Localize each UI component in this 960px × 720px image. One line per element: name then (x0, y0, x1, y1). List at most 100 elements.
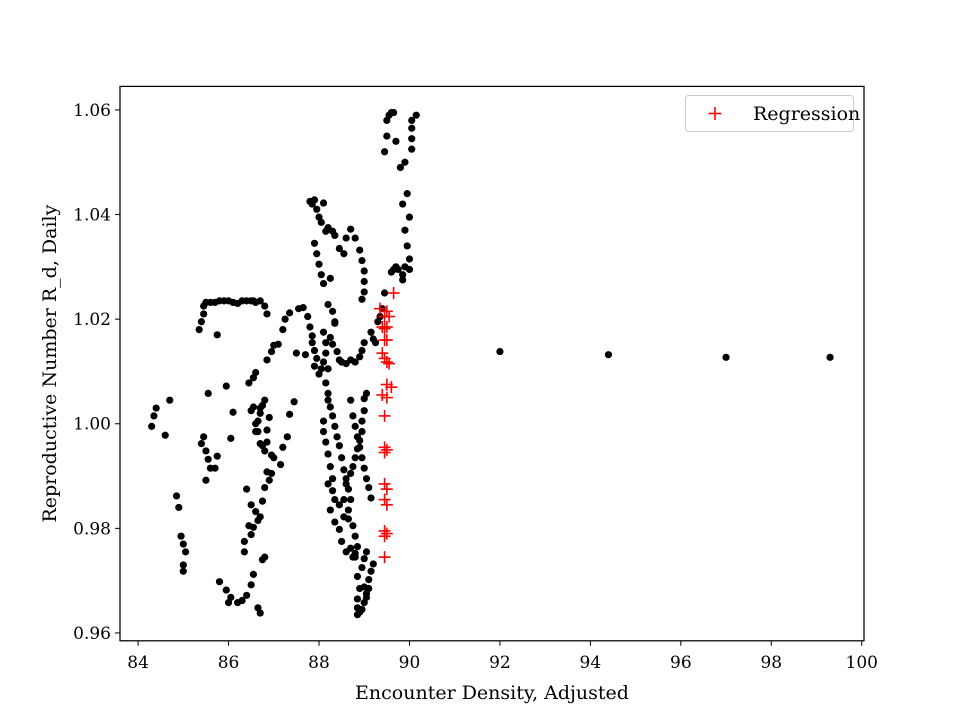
data-point (365, 576, 373, 584)
data-point (335, 244, 343, 253)
data-point (356, 353, 364, 361)
x-tick-label: 84 (127, 653, 149, 673)
data-point (286, 309, 294, 317)
data-point (324, 480, 332, 488)
data-point (270, 454, 278, 462)
data-point (342, 480, 350, 488)
data-point (324, 365, 332, 373)
data-point (261, 302, 269, 310)
data-point (331, 231, 339, 240)
regression-point (380, 334, 393, 347)
data-point (254, 427, 262, 436)
data-point (351, 422, 359, 430)
data-point (335, 501, 343, 509)
data-point (349, 463, 357, 471)
data-point (286, 410, 294, 418)
data-point (353, 595, 362, 603)
data-point (326, 274, 334, 282)
data-point (247, 501, 255, 509)
y-tick-label: 0.98 (73, 519, 111, 539)
data-point (390, 108, 398, 117)
data-point (256, 297, 264, 305)
data-point (408, 135, 416, 143)
regression-point (378, 493, 391, 506)
data-point (362, 590, 371, 598)
data-point (338, 454, 346, 462)
data-point (222, 586, 230, 594)
data-point (281, 315, 289, 323)
data-point (324, 300, 332, 309)
data-point (340, 466, 348, 474)
regression-point (380, 498, 393, 511)
y-tick-label: 1.04 (73, 206, 111, 226)
data-point (265, 476, 273, 484)
data-point (347, 544, 355, 552)
data-point (328, 412, 337, 420)
data-point (148, 422, 156, 430)
x-tick-label: 94 (580, 653, 602, 673)
data-point (349, 412, 357, 420)
legend-marker-regression (708, 107, 722, 120)
data-point (722, 353, 730, 361)
y-axis: 0.96 0.98 1.00 1.02 1.04 1.06 (73, 101, 120, 644)
data-point (252, 508, 260, 516)
data-point (175, 503, 183, 512)
data-point (202, 476, 210, 484)
data-point (179, 567, 187, 575)
data-point (195, 326, 203, 334)
data-point (356, 443, 364, 451)
data-point (331, 495, 339, 504)
regression-point (380, 483, 393, 496)
data-point (347, 225, 355, 233)
data-point (358, 605, 366, 614)
y-tick-label: 1.06 (73, 101, 111, 121)
data-point (222, 382, 230, 390)
data-point (197, 440, 206, 448)
data-point (319, 328, 328, 336)
y-axis-label: Reproductive Number R_d, Daily (39, 204, 61, 522)
data-point (261, 396, 269, 404)
data-point (340, 513, 348, 521)
data-point (401, 226, 409, 234)
data-point (166, 396, 174, 404)
data-point (200, 433, 208, 441)
data-point (310, 196, 319, 204)
data-point (215, 578, 224, 586)
data-point (347, 495, 355, 504)
data-point (292, 349, 300, 357)
data-point (340, 495, 348, 504)
data-point (367, 328, 375, 336)
data-point (604, 351, 613, 359)
data-point (261, 483, 269, 492)
data-point (383, 132, 391, 140)
data-point (227, 593, 235, 601)
data-point (161, 431, 169, 439)
data-point (319, 279, 328, 288)
data-point (252, 368, 260, 377)
data-point (333, 347, 341, 356)
data-point (200, 310, 208, 318)
data-point (351, 234, 359, 242)
data-point (369, 560, 377, 568)
data-point (403, 242, 411, 250)
data-point (371, 339, 380, 347)
data-point (347, 396, 355, 404)
data-point (401, 158, 409, 166)
data-point (276, 460, 285, 469)
data-point (267, 347, 276, 356)
data-point (399, 276, 407, 284)
data-point (360, 583, 368, 591)
data-point (326, 463, 334, 471)
data-point (315, 260, 323, 268)
x-tick-label: 90 (399, 653, 421, 673)
data-point (358, 346, 366, 355)
data-point (342, 234, 350, 242)
data-point (358, 295, 366, 303)
data-point (247, 581, 255, 589)
data-point (256, 513, 264, 521)
data-point (256, 404, 264, 412)
data-point (240, 537, 248, 546)
data-point (331, 318, 339, 326)
regression-point (383, 310, 396, 323)
data-point (245, 379, 253, 387)
